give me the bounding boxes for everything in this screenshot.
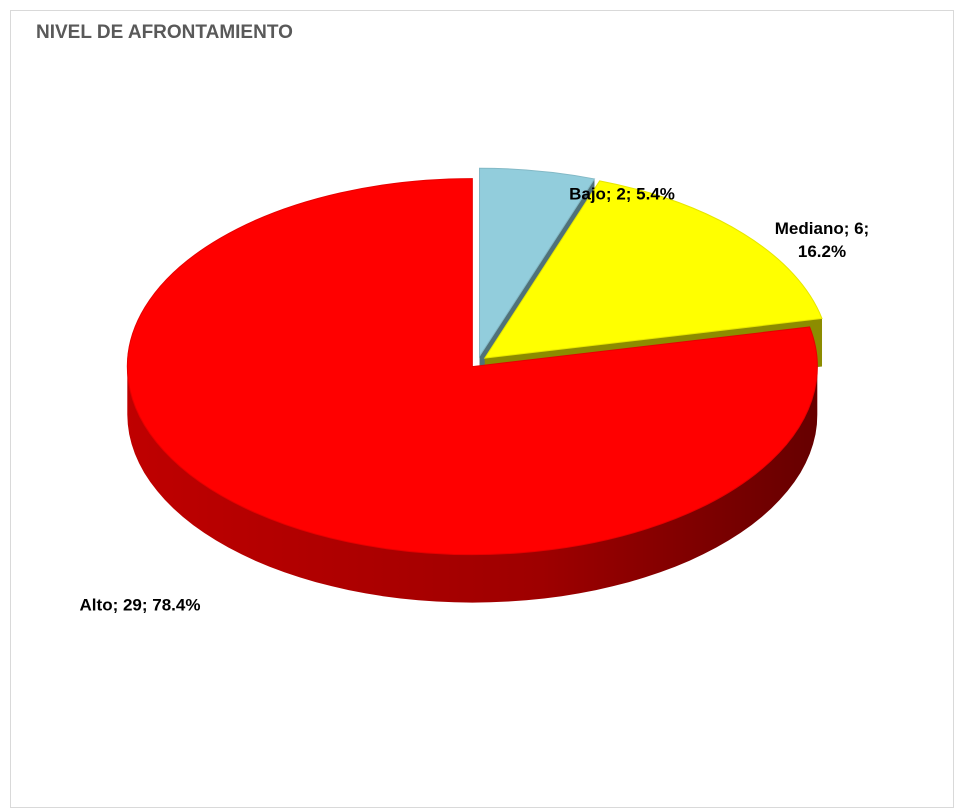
chart-title: NIVEL DE AFRONTAMIENTO <box>36 22 293 43</box>
data-label: Bajo; 2; 5.4% <box>569 184 675 204</box>
data-label: Alto; 29; 78.4% <box>79 595 201 615</box>
data-label: Mediano; 6; 16.2% <box>774 219 870 261</box>
slice <box>479 167 596 358</box>
chart-frame <box>10 10 954 808</box>
slice-side <box>127 366 818 603</box>
slice <box>126 178 818 556</box>
slice <box>483 180 823 359</box>
